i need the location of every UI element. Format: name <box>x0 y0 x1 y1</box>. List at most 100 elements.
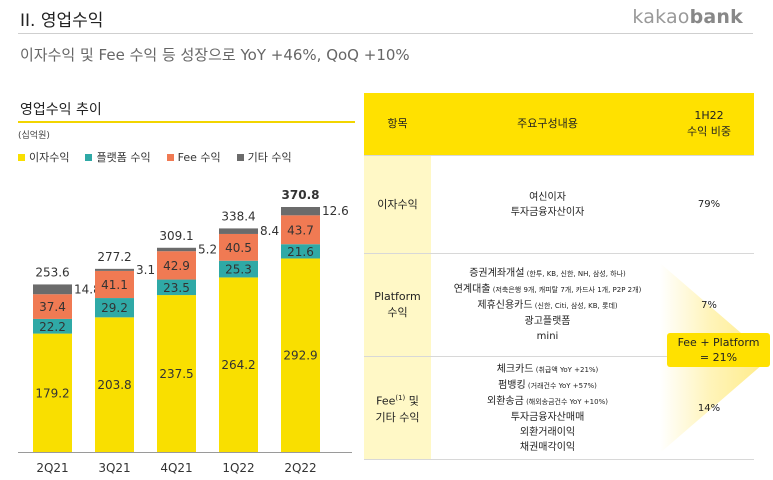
content-line: 여신이자 <box>431 190 664 205</box>
x-tick-label: 1Q22 <box>222 461 254 475</box>
bar-segment-1 <box>219 277 258 452</box>
share-value: 79% <box>697 199 721 210</box>
content-line: 외환송금 (해외송금건수 YoY +10%) <box>431 394 664 410</box>
legend-swatch <box>18 153 25 161</box>
data-label: 264.2 <box>221 358 255 372</box>
bar-segment-1 <box>281 258 320 452</box>
content-line: mini <box>431 329 664 344</box>
legend-item-fee: Fee 수익 <box>166 149 221 165</box>
table-header-share-text: 수익 비중 <box>687 125 731 138</box>
legend-swatch <box>236 153 244 161</box>
item-label: Platform <box>374 290 421 303</box>
legend-swatch <box>166 153 174 161</box>
table-header-row: 항목 주요구성내용 1H22 수익 비중 <box>364 93 754 156</box>
legend-item-other: 기타 수익 <box>236 149 292 165</box>
legend-item-interest: 이자수익 <box>18 149 69 165</box>
page-title: II. 영업수익 <box>20 11 104 31</box>
item-label: 및 <box>405 394 419 408</box>
table-header-item: 항목 <box>364 93 431 156</box>
content-main: 체크카드 <box>496 363 534 375</box>
table-cell-contents: 체크카드 (취급액 YoY +21%) 펌뱅킹 (거래건수 YoY +57%) … <box>431 356 664 460</box>
total-label: 309.1 <box>159 229 193 243</box>
data-label: 203.8 <box>97 378 131 392</box>
content-main: 광고플랫폼 <box>524 316 571 327</box>
table-row: Fee(1) 및 기타 수익 체크카드 (취급액 YoY +21%) 펌뱅킹 (거… <box>364 356 754 460</box>
content-main: 외환거래이익 <box>519 426 576 438</box>
bar-segment-1 <box>157 295 196 452</box>
share-value: 14% <box>697 402 721 414</box>
item-label: 이자수익 <box>377 197 418 211</box>
total-label: 277.2 <box>97 250 131 264</box>
data-label-other: 3.1 <box>136 263 155 277</box>
content-main: 연계대출 <box>453 284 491 295</box>
data-label: 40.5 <box>225 241 252 255</box>
bar-segment-3 <box>95 270 134 299</box>
bar-segment-2 <box>33 318 72 334</box>
content-line: 광고플랫폼 <box>431 314 664 329</box>
share-value: 7% <box>701 299 717 311</box>
data-label: 23.5 <box>163 281 190 295</box>
chart-title: 영업수익 추이 <box>20 102 102 118</box>
item-label-line: Fee(1) 및 <box>364 390 431 410</box>
item-label: 기타 수익 <box>375 410 420 424</box>
content-note: (취급액 YoY +21%) <box>533 365 599 374</box>
content-line: 펌뱅킹 (거래건수 YoY +57%) <box>431 378 664 394</box>
data-label-other: 8.4 <box>260 224 279 238</box>
data-label: 179.2 <box>35 386 69 400</box>
bar-segment-2 <box>95 298 134 318</box>
bar-segment-3 <box>281 215 320 245</box>
legend-label: 이자수익 <box>29 151 70 164</box>
data-label: 21.6 <box>287 245 314 259</box>
bar-segment-4 <box>33 284 72 295</box>
data-label: 22.2 <box>39 320 66 334</box>
chart-title-underline <box>18 121 355 123</box>
fee-platform-callout: Fee + Platform = 21% <box>667 333 770 367</box>
content-line: 투자금융자산매매 <box>431 410 664 425</box>
content-main: 채권매각이익 <box>519 441 576 453</box>
data-label: 37.4 <box>39 300 66 314</box>
bar-segment-2 <box>281 244 320 259</box>
table-cell-item: Fee(1) 및 기타 수익 <box>364 356 431 460</box>
data-label-other: 5.2 <box>198 242 217 256</box>
callout-line: = 21% <box>699 351 738 364</box>
bar-segment-3 <box>33 294 72 319</box>
brand-logo-bold: bank <box>689 6 743 28</box>
content-main: 투자금융자산매매 <box>510 411 585 423</box>
data-label: 29.2 <box>101 301 128 315</box>
callout-line: Fee + Platform <box>677 336 760 349</box>
table-cell-share: 14% <box>664 356 754 460</box>
content-main: 투자금융자산이자 <box>510 206 585 218</box>
bar-segment-2 <box>157 279 196 296</box>
content-line: 연계대출 (저축은행 9개, 캐피탈 7개, 카드사 1개, P2P 2개) <box>431 282 664 298</box>
bar-segment-4 <box>219 228 258 234</box>
table-cell-item: Platform 수익 <box>364 253 431 357</box>
table-cell-contents: 증권계좌개설 (한투, KB, 신한, NH, 삼성, 하나) 연계대출 (저축… <box>431 253 664 357</box>
content-main: mini <box>536 331 559 342</box>
data-label: 41.1 <box>101 278 128 292</box>
content-main: 제휴신용카드 <box>477 300 533 311</box>
legend-label: 기타 수익 <box>247 151 292 164</box>
table-cell-contents: 여신이자 투자금융자산이자 <box>431 155 664 254</box>
x-tick-label: 2Q22 <box>284 461 316 475</box>
title-divider <box>18 33 753 34</box>
total-label: 370.8 <box>282 188 320 202</box>
item-label: 수익 <box>387 306 408 319</box>
legend-label: Fee 수익 <box>177 151 221 164</box>
table-header-contents: 주요구성내용 <box>431 93 664 156</box>
brand-logo-light: kakao <box>632 6 690 28</box>
x-tick-label: 4Q21 <box>160 461 192 475</box>
content-main: 펌뱅킹 <box>498 379 526 391</box>
data-label: 237.5 <box>159 367 193 381</box>
bar-segment-1 <box>95 317 134 452</box>
table-row: 이자수익 여신이자 투자금융자산이자 79% <box>364 155 754 254</box>
content-main: 외환송금 <box>487 395 524 407</box>
page-subtitle: 이자수익 및 Fee 수익 등 성장으로 YoY +46%, QoQ +10% <box>20 46 410 64</box>
bar-segment-1 <box>33 333 72 452</box>
total-label: 338.4 <box>221 209 255 223</box>
data-label: 43.7 <box>287 223 314 237</box>
bar-segment-4 <box>95 268 134 271</box>
content-note: (신한, Citi, 삼성, KB, 롯데) <box>532 302 618 310</box>
x-tick-label: 2Q21 <box>36 461 68 475</box>
content-line: 채권매각이익 <box>431 440 664 455</box>
brand-logo: kakaobank <box>632 6 743 28</box>
